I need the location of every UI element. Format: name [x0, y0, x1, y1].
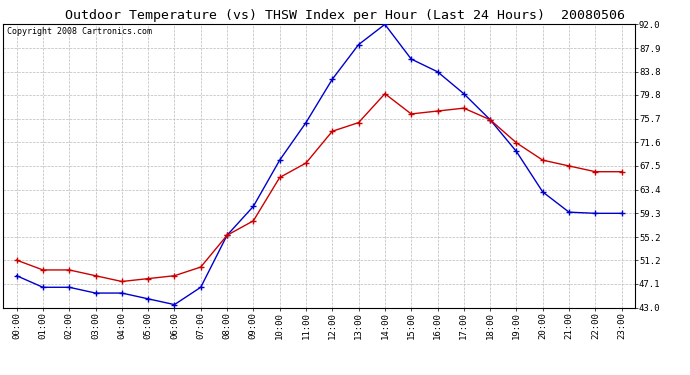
Text: Copyright 2008 Cartronics.com: Copyright 2008 Cartronics.com [7, 27, 152, 36]
Text: Outdoor Temperature (vs) THSW Index per Hour (Last 24 Hours)  20080506: Outdoor Temperature (vs) THSW Index per … [65, 9, 625, 22]
